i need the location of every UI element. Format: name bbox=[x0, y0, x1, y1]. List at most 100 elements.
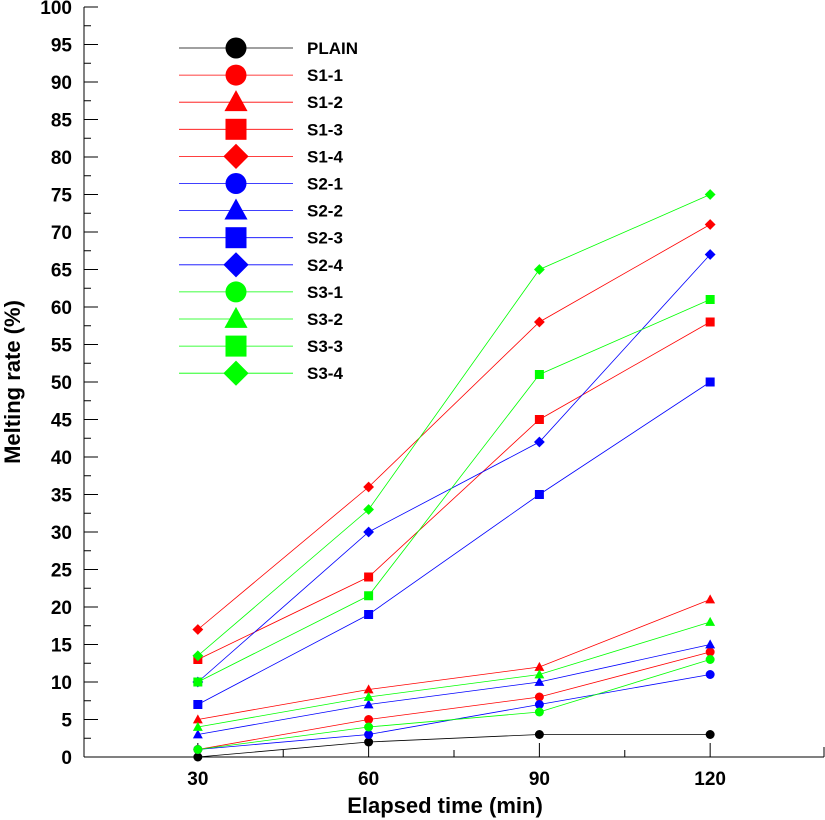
y-tick-label: 95 bbox=[51, 36, 73, 57]
data-point bbox=[704, 189, 716, 200]
y-axis-title: Melting rate (%) bbox=[0, 300, 25, 464]
series-line bbox=[197, 194, 711, 657]
y-tick-label: 30 bbox=[51, 523, 72, 544]
data-point bbox=[705, 639, 716, 649]
legend-item-s1-3: S1-3 bbox=[179, 118, 343, 140]
legend-item-plain: PLAIN bbox=[179, 37, 358, 59]
x-tick-label: 30 bbox=[187, 769, 208, 790]
data-point bbox=[534, 669, 545, 679]
legend-item-s2-1: S2-1 bbox=[179, 173, 343, 194]
data-point bbox=[704, 249, 716, 260]
data-point bbox=[705, 377, 715, 387]
data-point bbox=[705, 670, 715, 679]
data-point bbox=[705, 647, 715, 657]
data-point bbox=[705, 317, 715, 327]
y-tick-label: 0 bbox=[61, 748, 72, 769]
data-point bbox=[363, 684, 374, 694]
legend-marker bbox=[225, 37, 247, 59]
y-tick-label: 15 bbox=[51, 636, 73, 657]
series-line bbox=[197, 254, 711, 683]
data-point bbox=[534, 415, 544, 424]
y-tick-label: 50 bbox=[51, 373, 72, 394]
y-tick-label: 80 bbox=[51, 148, 72, 169]
legend-label: S2-4 bbox=[307, 256, 343, 275]
legend-label: S3-3 bbox=[307, 337, 343, 356]
series-line bbox=[197, 734, 711, 758]
series-s3-3 bbox=[193, 295, 715, 687]
legend-label: S2-3 bbox=[307, 229, 343, 248]
legend-marker bbox=[223, 360, 249, 386]
legend-item-s3-2: S3-2 bbox=[179, 306, 343, 329]
series-s3-2 bbox=[192, 616, 716, 731]
ticks: 0 5 10 15 20 25 30 35 40 45 50 55 60 65 70 75 80 85 90 95 10… bbox=[40, 0, 726, 790]
data-point bbox=[533, 316, 545, 328]
x-tick-label: 90 bbox=[529, 769, 550, 790]
series-s3-4 bbox=[192, 189, 716, 662]
legend-item-s3-3: S3-3 bbox=[179, 335, 343, 357]
series-line bbox=[197, 659, 711, 750]
legend-label: S2-1 bbox=[307, 175, 343, 194]
y-tick-label: 10 bbox=[51, 673, 72, 694]
y-tick-label: 90 bbox=[51, 73, 72, 94]
data-point bbox=[534, 490, 544, 499]
y-tick-label: 75 bbox=[51, 186, 73, 207]
legend-label: S3-2 bbox=[307, 310, 343, 329]
y-tick-label: 70 bbox=[51, 223, 72, 244]
data-point bbox=[192, 721, 203, 731]
series-s2-3 bbox=[193, 377, 715, 709]
y-tick-label: 45 bbox=[51, 411, 73, 432]
data-point bbox=[364, 715, 374, 724]
series-s3-1 bbox=[193, 655, 715, 754]
data-point bbox=[193, 677, 203, 687]
data-point bbox=[533, 436, 545, 448]
series-s1-2 bbox=[192, 594, 716, 724]
data-point bbox=[364, 737, 374, 747]
series-s1-3 bbox=[193, 317, 715, 664]
legend-label: S2-2 bbox=[307, 202, 343, 221]
series-line bbox=[197, 621, 711, 728]
y-tick-label: 60 bbox=[51, 298, 72, 319]
legend-label: PLAIN bbox=[307, 39, 358, 58]
series-line bbox=[197, 599, 711, 720]
data-point bbox=[193, 745, 203, 754]
legend-item-s2-3: S2-3 bbox=[179, 227, 343, 249]
legend-marker bbox=[223, 252, 249, 278]
data-point bbox=[364, 572, 374, 582]
y-tick-label: 85 bbox=[51, 111, 73, 132]
legend-item-s1-2: S1-2 bbox=[179, 90, 343, 112]
data-point bbox=[192, 729, 203, 739]
x-tick-label: 120 bbox=[694, 769, 726, 790]
data-point bbox=[364, 610, 374, 619]
series-line bbox=[197, 299, 711, 683]
y-tick-label: 100 bbox=[40, 0, 72, 19]
legend-marker bbox=[225, 227, 247, 249]
data-point bbox=[364, 730, 374, 739]
data-point bbox=[534, 692, 544, 702]
legend-marker bbox=[223, 143, 249, 169]
y-tick-label: 20 bbox=[51, 598, 72, 619]
series-s1-4 bbox=[192, 219, 716, 635]
data-point bbox=[705, 594, 716, 604]
data-point bbox=[364, 591, 374, 601]
data-point bbox=[534, 370, 544, 379]
y-tick-label: 5 bbox=[61, 711, 72, 732]
series-line bbox=[197, 651, 711, 750]
data-point bbox=[534, 730, 544, 739]
data-point bbox=[363, 691, 374, 701]
legend-label: S1-2 bbox=[307, 93, 343, 112]
legend-marker bbox=[225, 118, 247, 140]
data-point bbox=[534, 700, 544, 709]
series-plain bbox=[193, 730, 715, 762]
data-point bbox=[363, 504, 375, 515]
legend-item-s2-4: S2-4 bbox=[179, 252, 343, 278]
data-point bbox=[705, 616, 716, 626]
data-point bbox=[704, 219, 716, 230]
series-s2-2 bbox=[192, 639, 716, 739]
legend-marker bbox=[225, 173, 247, 194]
series-layer bbox=[192, 189, 716, 762]
legend-label: S3-4 bbox=[307, 364, 343, 383]
data-point bbox=[193, 752, 203, 762]
y-tick-label: 35 bbox=[51, 486, 73, 507]
data-point bbox=[534, 676, 545, 686]
legend-label: S3-1 bbox=[307, 283, 343, 302]
